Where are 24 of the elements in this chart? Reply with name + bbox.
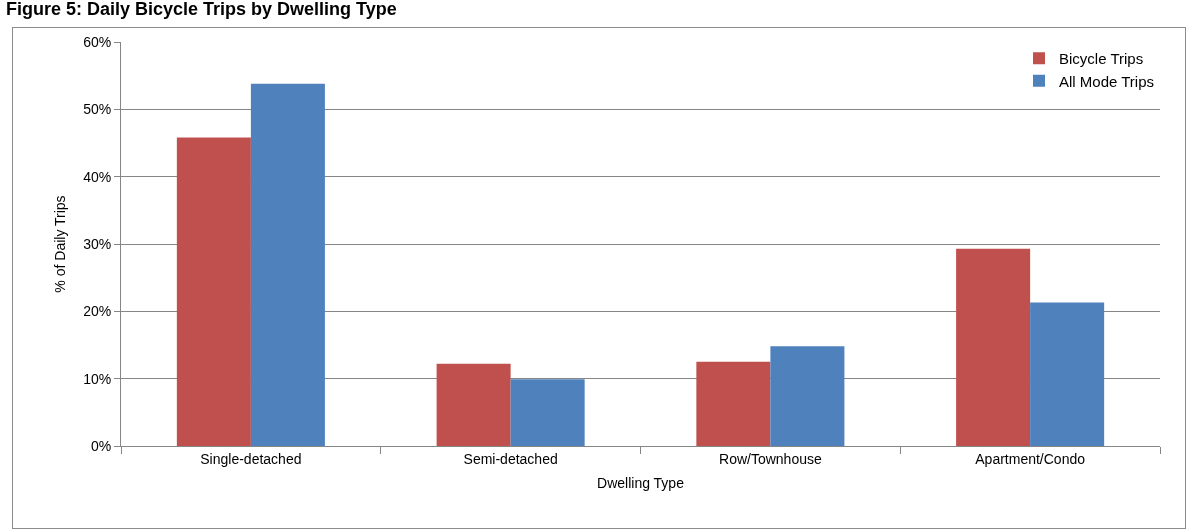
chart-title: Figure 5: Daily Bicycle Trips by Dwelling Type <box>5 0 397 20</box>
x-tick-label: Apartment/Condo <box>975 450 1086 467</box>
bar <box>770 346 845 446</box>
x-tick-label: Row/Townhouse <box>719 450 822 467</box>
y-tick-label: 10% <box>83 370 112 387</box>
x-axis-title: Dwelling Type <box>597 475 685 492</box>
bar <box>696 361 771 446</box>
y-tick-label: 30% <box>83 235 112 252</box>
bar <box>250 83 325 446</box>
y-tick-label: 40% <box>83 168 112 185</box>
bar <box>1030 302 1105 446</box>
legend-label: All Mode Trips <box>1059 72 1155 90</box>
y-axis-title: % of Daily Trips <box>51 195 68 293</box>
y-tick-label: 20% <box>83 303 112 320</box>
bar <box>436 363 511 446</box>
bar <box>510 379 585 446</box>
y-tick-label: 0% <box>90 437 112 454</box>
bar <box>956 248 1031 446</box>
y-tick-label: 50% <box>83 101 112 118</box>
legend-label: Bicycle Trips <box>1059 50 1144 68</box>
y-tick-label: 60% <box>83 33 112 50</box>
x-tick-label: Single-detached <box>200 450 302 467</box>
x-tick-label: Semi-detached <box>463 450 558 467</box>
bar <box>176 137 251 446</box>
